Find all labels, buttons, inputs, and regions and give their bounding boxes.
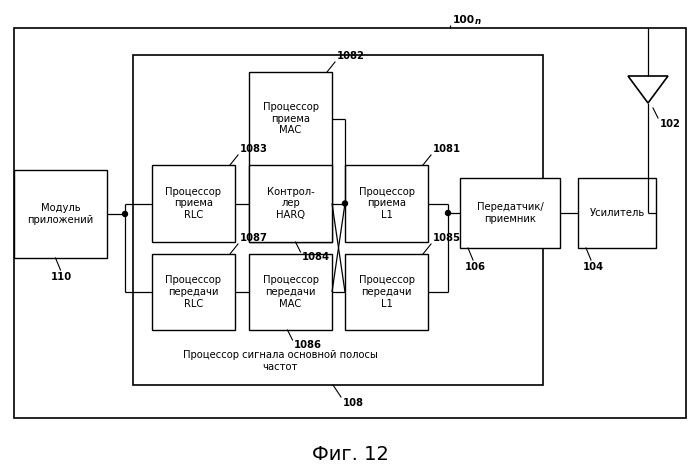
- Bar: [133, 55, 543, 385]
- Text: 1083: 1083: [240, 144, 268, 154]
- Text: n: n: [475, 17, 481, 26]
- Text: Процессор
передачи
L1: Процессор передачи L1: [358, 275, 414, 309]
- Bar: [249, 165, 332, 242]
- Circle shape: [122, 211, 127, 217]
- Bar: [14, 170, 107, 258]
- Text: 110: 110: [50, 272, 71, 282]
- Bar: [249, 72, 332, 242]
- Text: Контрол-
лер
HARQ: Контрол- лер HARQ: [267, 187, 314, 220]
- Circle shape: [445, 210, 451, 216]
- Text: Усилитель: Усилитель: [589, 208, 645, 218]
- Bar: [578, 178, 656, 248]
- Text: Процессор
приема
L1: Процессор приема L1: [358, 187, 414, 220]
- Text: Процессор
передачи
MAC: Процессор передачи MAC: [262, 275, 318, 309]
- Bar: [249, 254, 332, 330]
- Text: 1084: 1084: [302, 252, 330, 262]
- Bar: [345, 165, 428, 242]
- Text: Процессор сигнала основной полосы
частот: Процессор сигнала основной полосы частот: [183, 350, 377, 372]
- Text: 102: 102: [660, 119, 681, 129]
- Text: Процессор
приема
MAC: Процессор приема MAC: [262, 102, 318, 135]
- Bar: [152, 254, 235, 330]
- Text: 100: 100: [453, 15, 475, 25]
- Text: Процессор
приема
RLC: Процессор приема RLC: [165, 187, 221, 220]
- Bar: [460, 178, 560, 248]
- Text: 104: 104: [583, 262, 604, 272]
- Text: Модуль
приложений: Модуль приложений: [27, 203, 94, 225]
- Bar: [345, 254, 428, 330]
- Text: 106: 106: [465, 262, 486, 272]
- Text: 1086: 1086: [293, 340, 321, 350]
- Text: 1085: 1085: [433, 233, 461, 243]
- Text: 108: 108: [343, 398, 364, 408]
- Text: 1081: 1081: [433, 144, 461, 154]
- Circle shape: [342, 201, 347, 206]
- Bar: [14, 28, 686, 418]
- Text: Процессор
передачи
RLC: Процессор передачи RLC: [165, 275, 221, 309]
- Text: 1087: 1087: [240, 233, 268, 243]
- Text: Передатчик/
приемник: Передатчик/ приемник: [477, 202, 543, 224]
- Text: 1082: 1082: [337, 51, 365, 61]
- Text: Фиг. 12: Фиг. 12: [312, 445, 388, 464]
- Bar: [152, 165, 235, 242]
